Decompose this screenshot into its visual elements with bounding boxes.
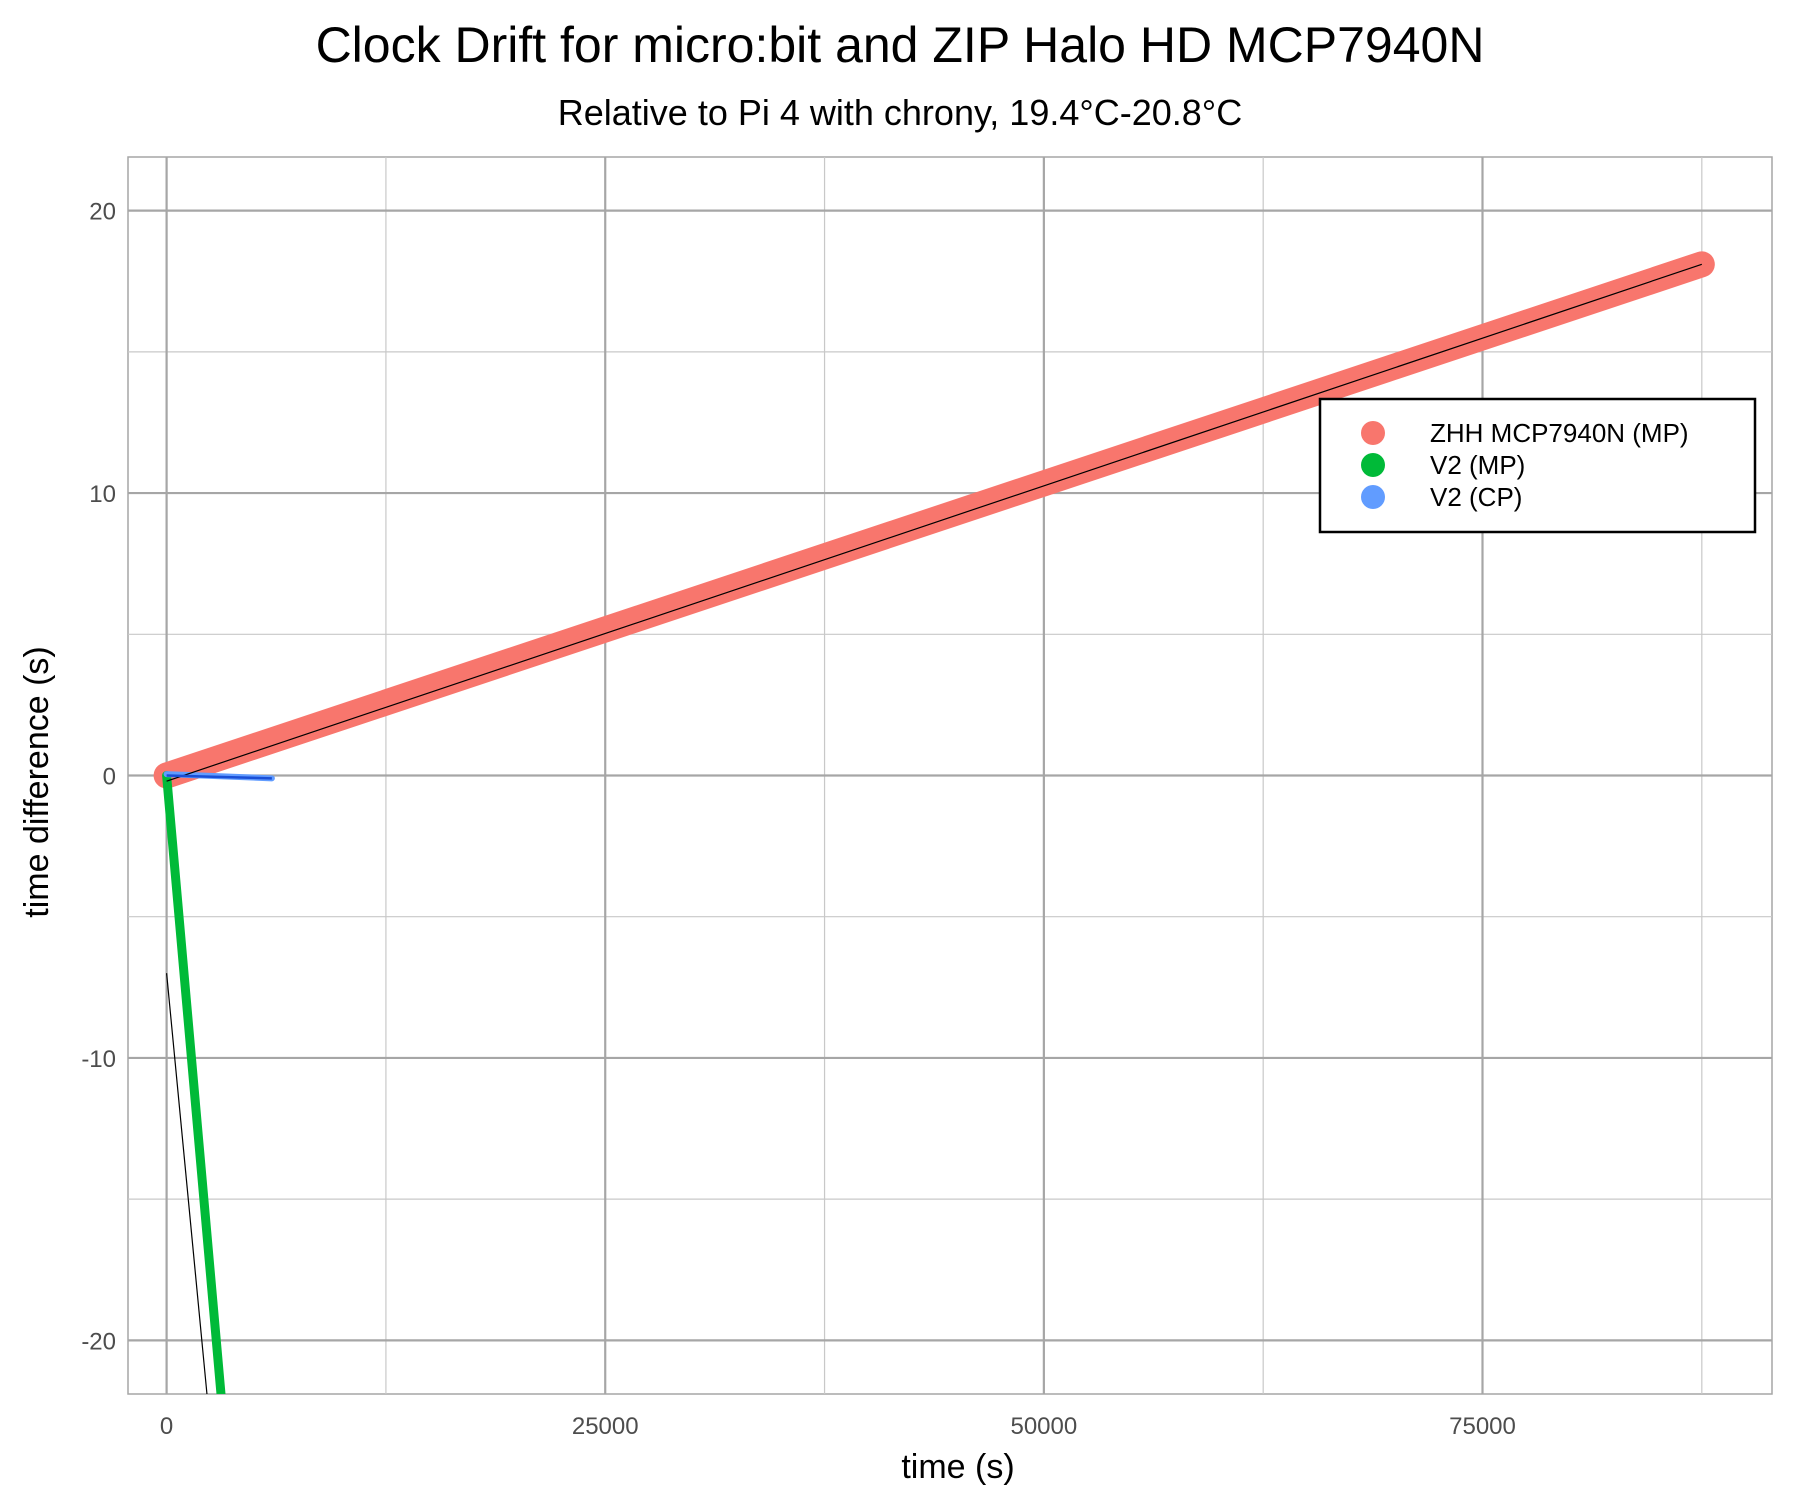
legend-label-v2-cp: V2 (CP) [1430,482,1522,512]
x-axis-title: time (s) [901,1448,1014,1486]
y-tick-label: -10 [81,1046,116,1073]
series-zhh-mcp7940n-points [153,251,1715,789]
series-layer [153,251,1715,1394]
x-tick-label: 0 [160,1413,173,1440]
grid [127,156,1773,1395]
chart-subtitle: Relative to Pi 4 with chrony, 19.4°C-20.… [558,92,1242,133]
y-tick-label: 10 [89,481,116,508]
series-zhh-mcp7940n-fit-line [166,263,1703,782]
series-v2-mp-points [162,771,226,1394]
y-tick-label: -20 [81,1328,116,1355]
y-tick-label: 20 [89,199,116,226]
y-tick-label: 0 [103,764,116,791]
legend-key-v2-mp [1361,453,1385,477]
x-tick-label: 75000 [1449,1413,1516,1440]
x-tick-label: 50000 [1010,1413,1077,1440]
legend-key-v2-cp [1361,485,1385,509]
legend-box [1318,397,1757,534]
series-v2-cp-fit-line [166,774,272,780]
legend-label-zhh-mcp7940n: ZHH MCP7940N (MP) [1430,418,1689,448]
x-tick-label: 25000 [572,1413,639,1440]
legend-label-v2-mp: V2 (MP) [1430,450,1525,480]
y-axis-title: time difference (s) [18,646,56,917]
chart-title: Clock Drift for micro:bit and ZIP Halo H… [316,17,1485,73]
series-v2-mp-fit-line [166,973,208,1394]
tick-labels: 0 25000 50000 75000 -20 -10 0 10 20 [81,199,1516,1440]
legend: ZHH MCP7940N (MP) V2 (MP) V2 (CP) [1318,397,1757,534]
legend-key-zhh-mcp7940n [1361,421,1385,445]
